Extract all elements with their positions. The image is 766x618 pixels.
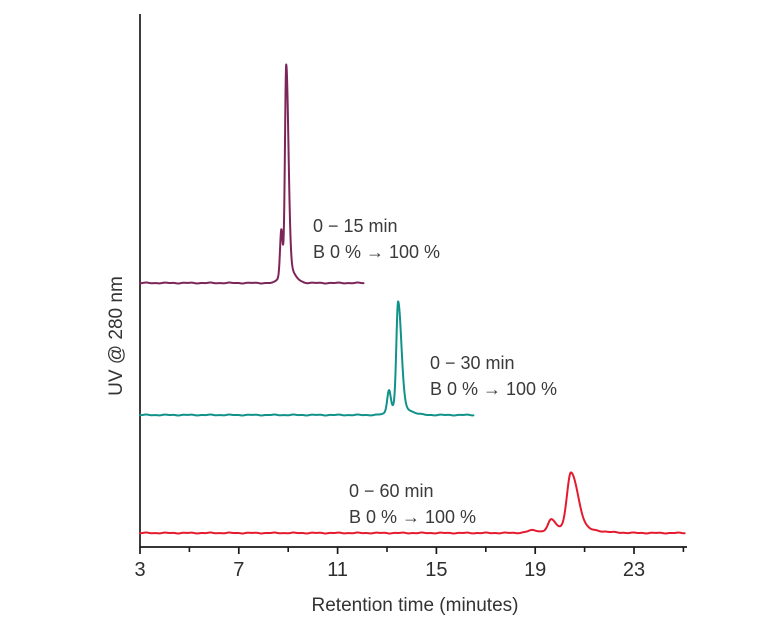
trace-gradient-0-15-min bbox=[139, 63, 365, 285]
x-tick-label: 15 bbox=[425, 559, 447, 581]
annotation-gradient-0-15-min-line2: B 0 % → 100 % bbox=[313, 242, 440, 262]
axes: 3 7 11 15 19 23 bbox=[134, 14, 687, 581]
axis-lines bbox=[139, 14, 687, 548]
annotation-gradient-0-30-min-line1: 0 − 30 min bbox=[430, 353, 515, 373]
chromatogram-traces bbox=[139, 63, 686, 535]
annotation-gradient-0-60-min-line2: B 0 % → 100 % bbox=[349, 507, 476, 527]
gradient-annotations: 0 − 15 min B 0 % → 100 % 0 − 30 min B 0 % →… bbox=[313, 216, 557, 527]
x-tick-label: 7 bbox=[233, 559, 244, 581]
trace-gradient-0-30-min bbox=[139, 300, 475, 417]
trace-gradient-0-60-min bbox=[139, 471, 686, 535]
annotation-gradient-0-30-min-line2: B 0 % → 100 % bbox=[430, 379, 557, 399]
x-axis-title: Retention time (minutes) bbox=[312, 595, 519, 616]
annotation-gradient-0-60-min-line1: 0 − 60 min bbox=[349, 481, 434, 501]
x-tick-label: 3 bbox=[134, 559, 145, 581]
x-tick-label: 19 bbox=[524, 559, 546, 581]
y-axis-title: UV @ 280 nm bbox=[106, 276, 127, 396]
annotation-gradient-0-15-min-line1: 0 − 15 min bbox=[313, 216, 398, 236]
x-tick-label: 23 bbox=[623, 559, 645, 581]
x-tick-label: 11 bbox=[327, 559, 348, 581]
